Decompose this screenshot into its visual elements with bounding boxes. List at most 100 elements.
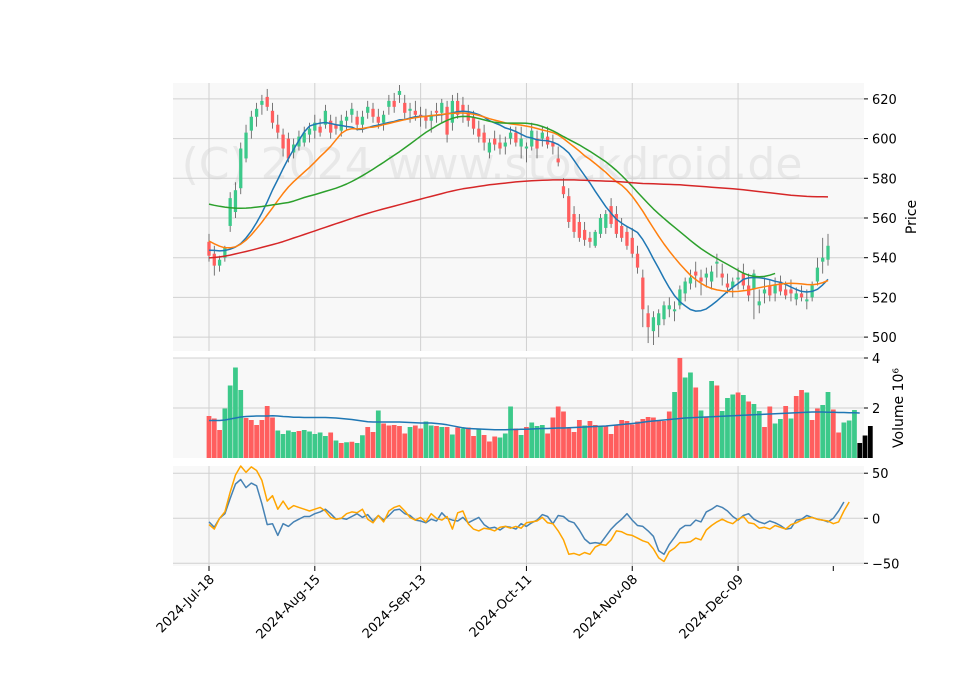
candle: [657, 309, 661, 338]
candle-body: [598, 217, 603, 234]
volume-bar: [857, 443, 863, 458]
candle-body: [392, 100, 396, 107]
volume-bar: [815, 408, 820, 458]
candle-body: [577, 221, 581, 238]
candle-body: [672, 309, 677, 312]
volume-bar: [767, 406, 773, 458]
candle-body: [604, 214, 608, 228]
oscillator-y-axis: −50 0 50: [173, 467, 899, 572]
volume-bar: [233, 367, 238, 458]
candle-body: [535, 138, 539, 149]
volume-bar: [254, 425, 259, 458]
candle-body: [366, 106, 370, 113]
volume-bar: [471, 436, 476, 458]
candle-body: [450, 100, 455, 123]
candle: [487, 138, 492, 159]
candle-body: [657, 313, 661, 326]
candle: [244, 124, 248, 163]
candle-body: [725, 283, 730, 288]
candle-body: [646, 313, 650, 328]
candle-body: [635, 253, 640, 268]
volume-bar: [836, 432, 841, 458]
candle: [662, 301, 666, 326]
candle-body: [244, 132, 248, 159]
volume-bar: [624, 421, 630, 458]
volume-bar: [301, 430, 307, 458]
candle: [281, 128, 285, 157]
volume-bar: [592, 425, 598, 458]
candle: [688, 269, 693, 290]
candle-body: [731, 281, 735, 288]
candle: [762, 277, 767, 304]
volume-bar: [566, 427, 572, 458]
candle-body: [482, 132, 486, 143]
candle: [535, 130, 539, 159]
ma-line-ma_long: [208, 179, 829, 259]
candle: [270, 102, 275, 129]
candle-body: [413, 110, 417, 115]
volume-bar: [391, 425, 397, 458]
volume-bar: [264, 406, 270, 458]
candle: [403, 94, 407, 119]
ma-line-ma_mid: [208, 112, 829, 293]
candle: [313, 114, 317, 139]
candle-body: [709, 271, 714, 282]
candle-body: [207, 241, 211, 256]
volume-bar: [481, 435, 487, 458]
candle-body: [260, 100, 264, 105]
candle: [302, 126, 306, 147]
candle-body: [429, 114, 433, 121]
volume-bar: [651, 417, 656, 458]
candle: [329, 114, 333, 139]
price-panel: [173, 83, 864, 351]
candle: [667, 297, 671, 318]
candle-body: [588, 237, 592, 242]
volume-axis-label: Volume 10⁶: [891, 368, 907, 448]
volume-bar: [788, 418, 794, 458]
candle: [651, 311, 656, 346]
volume-ma-line: [209, 411, 860, 431]
watermark: (C) 2024 www.stockdroid.de: [182, 139, 803, 190]
candle: [366, 100, 370, 119]
price-y-axis: 500 520 540 560 580 600 620: [173, 93, 897, 346]
volume-bar: [719, 411, 725, 458]
volume-bar: [259, 420, 265, 458]
volume-bar: [603, 426, 609, 458]
candle: [614, 206, 619, 238]
volume-bar: [285, 430, 291, 458]
candle-body: [593, 231, 597, 246]
candle: [683, 277, 687, 302]
candle-body: [789, 289, 793, 294]
volume-bar: [375, 410, 381, 458]
volume-bars: [206, 358, 873, 458]
candle-body: [556, 158, 560, 163]
candle: [593, 229, 597, 248]
volume-bar: [524, 427, 529, 458]
ma-line-ma_fast: [208, 110, 829, 312]
volume-bar: [513, 428, 519, 458]
candle-body: [493, 138, 497, 145]
volume-bar: [587, 421, 593, 458]
candle-body: [567, 196, 571, 222]
candle-body: [281, 134, 285, 149]
volume-bar: [867, 426, 873, 458]
candle-body: [387, 100, 391, 107]
candle-body: [323, 110, 328, 125]
candle: [514, 126, 518, 147]
candle: [815, 257, 820, 286]
candle-body: [223, 247, 227, 258]
candle: [757, 289, 761, 314]
candle-body: [799, 293, 804, 298]
candle: [704, 267, 708, 288]
candle-body: [688, 277, 693, 284]
volume-bar: [211, 418, 217, 458]
candle: [434, 102, 439, 123]
volume-bar: [656, 420, 662, 458]
candle-body: [508, 132, 513, 139]
candle: [768, 279, 772, 302]
volume-bar: [307, 431, 312, 458]
candle: [498, 134, 502, 155]
candle-body: [329, 120, 333, 133]
volume-bar: [783, 406, 789, 458]
candle: [805, 289, 809, 310]
